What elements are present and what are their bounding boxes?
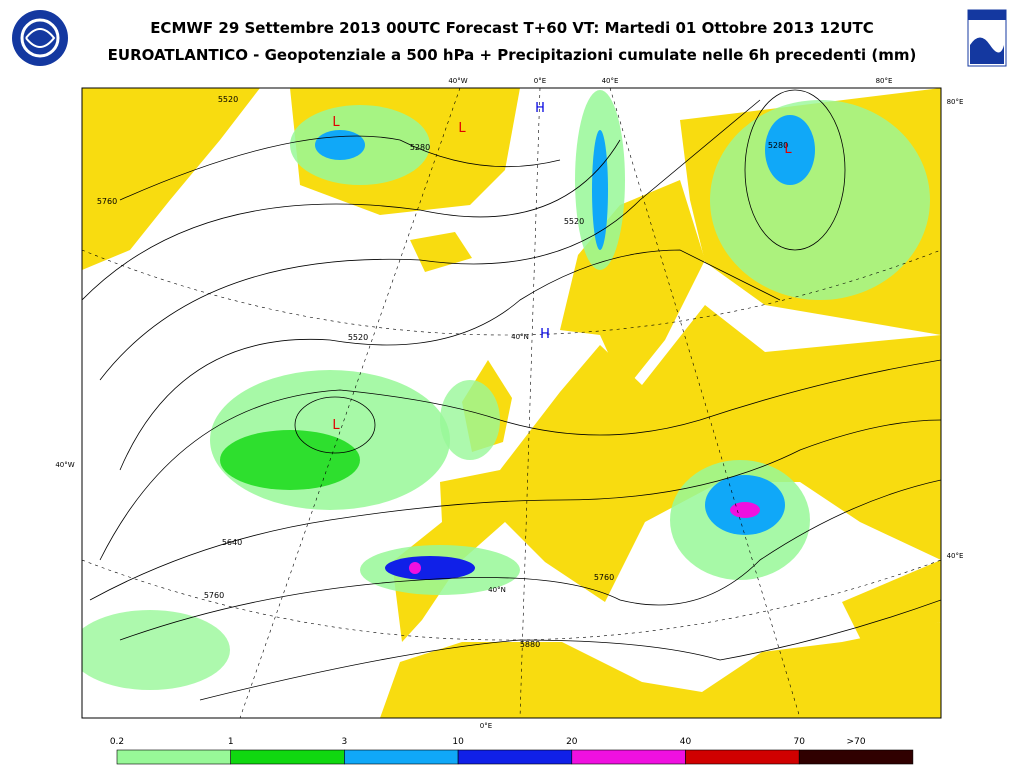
map-frame bbox=[81, 87, 942, 719]
precipitation bbox=[82, 90, 930, 690]
pressure-center: L bbox=[784, 142, 792, 157]
legend-label: 40 bbox=[680, 737, 692, 747]
graticule-label: 40°N bbox=[488, 586, 506, 594]
graticule-label: 40°E bbox=[602, 77, 619, 85]
contour-label: 5760 bbox=[97, 197, 117, 206]
legend-swatch bbox=[685, 749, 800, 765]
graticule-label: 40°W bbox=[55, 461, 74, 469]
legend-label: >70 bbox=[847, 737, 866, 747]
legend-label: 10 bbox=[452, 737, 464, 747]
graticule-label: 40°N bbox=[511, 333, 529, 341]
legend-swatch bbox=[116, 749, 231, 765]
graticule-label: 80°E bbox=[947, 98, 964, 106]
contour-label: 5280 bbox=[410, 143, 430, 152]
legend-swatch bbox=[571, 749, 686, 765]
subtitle: EUROATLANTICO - Geopotenziale a 500 hPa … bbox=[108, 46, 917, 64]
pressure-center: L bbox=[332, 115, 340, 130]
contour-label: 5280 bbox=[768, 141, 788, 150]
legend-swatch bbox=[798, 749, 914, 765]
legend-label: 3 bbox=[342, 737, 348, 747]
logo-left bbox=[12, 10, 68, 66]
graticule-label: 80°E bbox=[876, 77, 893, 85]
legend-label: 20 bbox=[566, 737, 578, 747]
contour-label: 5520 bbox=[348, 333, 368, 342]
graticule-label: 0°E bbox=[480, 722, 492, 730]
contour-label: 5520 bbox=[564, 217, 584, 226]
title: ECMWF 29 Settembre 2013 00UTC Forecast T… bbox=[150, 19, 874, 37]
contour-label: 5520 bbox=[218, 95, 238, 104]
legend-label: 1 bbox=[228, 737, 234, 747]
legend-label: 70 bbox=[793, 737, 805, 747]
graticule bbox=[82, 88, 941, 718]
pressure-center: L bbox=[458, 121, 466, 136]
legend-swatch bbox=[230, 749, 345, 765]
legend-label: 0.2 bbox=[110, 737, 124, 747]
graticule-label: 0°E bbox=[534, 77, 546, 85]
contour-label: 5640 bbox=[222, 538, 242, 547]
legend-swatch bbox=[344, 749, 459, 765]
legend-swatch bbox=[457, 749, 573, 765]
graticule-label: 40°W bbox=[448, 77, 467, 85]
contours bbox=[82, 89, 941, 701]
contour-label: 5880 bbox=[520, 640, 540, 649]
contour-label: 5760 bbox=[204, 591, 224, 600]
pressure-center: L bbox=[332, 418, 340, 433]
contour-label: 5760 bbox=[594, 573, 614, 582]
graticule-label: 40°E bbox=[947, 552, 964, 560]
logo-right bbox=[967, 9, 1007, 67]
pressure-center: H bbox=[535, 101, 545, 116]
map: 5520 5280 5760 5520 5280 5520 5640 5760 5760 5880… bbox=[82, 88, 941, 718]
pressure-center: H bbox=[540, 327, 550, 342]
